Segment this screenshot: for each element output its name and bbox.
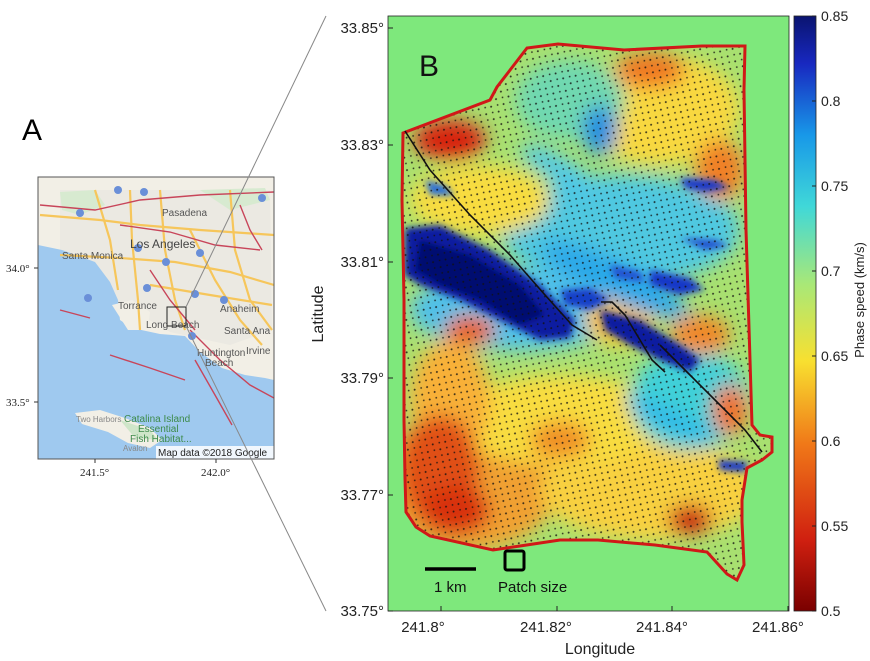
colorbar-tick-0-75: 0.75 xyxy=(821,178,848,194)
lat-tick-33-85: 33.85° xyxy=(340,20,384,37)
place-pasadena: Pasadena xyxy=(162,208,207,219)
colorbar-tick-0-85: 0.85 xyxy=(821,8,848,24)
place-santa-ana: Santa Ana xyxy=(224,326,271,337)
y-axis-label: Latitude xyxy=(310,285,327,342)
phase-speed-field xyxy=(402,44,772,580)
patch-size-label: Patch size xyxy=(498,579,567,596)
fault-line-south xyxy=(659,344,763,453)
colorbar-tick-0-7: 0.7 xyxy=(821,263,841,279)
map-x-tick-241-5: 241.5° xyxy=(80,467,109,479)
place-huntington: Huntington xyxy=(197,348,245,359)
inset-map: Pasadena Los Angeles Santa Monica Torran… xyxy=(38,177,274,459)
lon-tick-241-84: 241.84° xyxy=(636,619,688,636)
lat-tick-33-75: 33.75° xyxy=(340,603,384,620)
lat-tick-33-83: 33.83° xyxy=(340,137,384,154)
colorbar-tick-0-55: 0.55 xyxy=(821,518,848,534)
lat-tick-33-79: 33.79° xyxy=(340,370,384,387)
zoom-line-bottom xyxy=(185,325,327,612)
panel-b-label: B xyxy=(419,50,439,83)
phase-map-frame xyxy=(387,15,790,612)
fault-line-main xyxy=(404,130,598,341)
place-beach: Beach xyxy=(205,358,233,369)
patch-size-box xyxy=(503,549,526,572)
lat-tick-33-81: 33.81° xyxy=(340,254,384,271)
map-y-tick-33-5: 33.5° xyxy=(6,397,30,409)
catalina-island xyxy=(75,410,162,448)
map-y-tick-34: 34.0° xyxy=(6,263,30,275)
map-attribution: Map data ©2018 Google xyxy=(158,448,268,459)
lon-tick-241-86: 241.86° xyxy=(752,619,804,636)
study-region-outline xyxy=(400,42,774,583)
colorbar xyxy=(793,15,817,612)
map-x-tick-242: 242.0° xyxy=(201,467,230,479)
place-anaheim: Anaheim xyxy=(220,304,259,315)
place-essential: Essential xyxy=(138,424,179,435)
place-catalina: Catalina Island xyxy=(124,414,190,425)
scale-bar-label: 1 km xyxy=(434,579,467,596)
colorbar-tick-0-65: 0.65 xyxy=(821,348,848,364)
colorbar-label: Phase speed (km/s) xyxy=(852,242,867,358)
place-fish-habitat: Fish Habitat... xyxy=(130,434,192,445)
lon-tick-241-82: 241.82° xyxy=(520,619,572,636)
lon-tick-241-8: 241.8° xyxy=(401,619,445,636)
inset-map-frame xyxy=(37,176,275,460)
place-two-harbors: Two Harbors xyxy=(76,415,121,424)
place-santa-monica: Santa Monica xyxy=(62,251,124,262)
place-irvine: Irvine xyxy=(246,346,271,357)
x-axis-label: Longitude xyxy=(565,641,635,658)
colorbar-tick-0-5: 0.5 xyxy=(821,603,841,619)
ocean xyxy=(38,245,274,459)
place-torrance: Torrance xyxy=(118,301,157,312)
zoom-line-top xyxy=(185,15,327,308)
place-los-angeles: Los Angeles xyxy=(130,237,195,251)
lat-tick-33-77: 33.77° xyxy=(340,487,384,504)
place-avalon: Avalon xyxy=(123,444,147,453)
colorbar-tick-0-8: 0.8 xyxy=(821,93,841,109)
panel-a-label: A xyxy=(22,114,42,147)
study-area-box xyxy=(166,306,187,327)
colorbar-tick-0-6: 0.6 xyxy=(821,433,841,449)
fault-line-middle xyxy=(601,301,666,373)
